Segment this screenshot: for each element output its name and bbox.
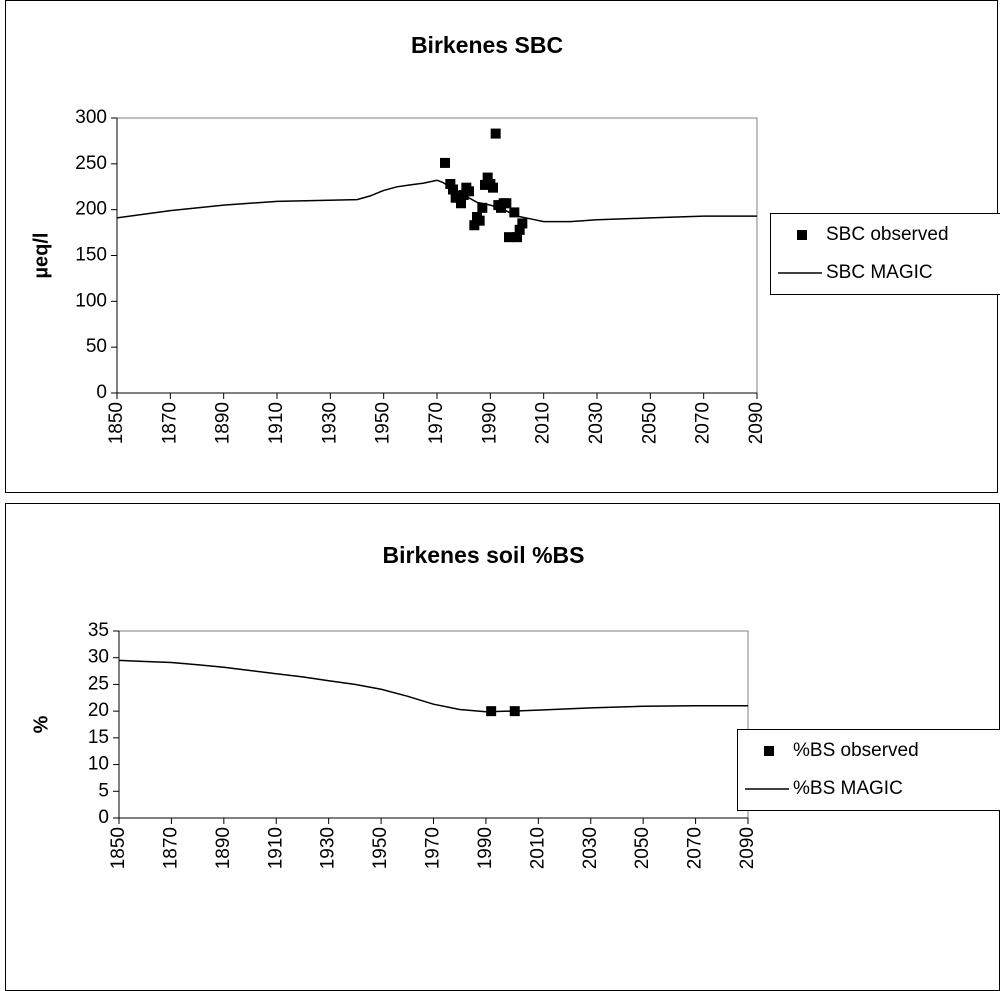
x-tick-label: 1890 (213, 827, 234, 869)
x-tick-label: 1850 (106, 402, 127, 444)
marker (474, 215, 485, 226)
x-tick-label: 1910 (265, 827, 286, 869)
marker (514, 224, 525, 235)
marker (448, 184, 458, 195)
x-tick-label: 2010 (533, 402, 554, 444)
x-tick-label: 1950 (370, 827, 391, 869)
marker (482, 172, 493, 183)
legend-label: SBC observed (826, 224, 949, 245)
x-tick-label: 2070 (693, 402, 714, 444)
x-tick-label: 2030 (580, 827, 601, 869)
legend-label: %BS MAGIC (793, 778, 903, 799)
x-tick-label: 1950 (373, 402, 394, 444)
legend-marker (797, 230, 807, 240)
x-tick-label: 1970 (423, 827, 444, 869)
x-tick-label: 2050 (639, 402, 660, 444)
y-tick-label: 250 (75, 153, 107, 174)
legend-box (770, 213, 1000, 295)
x-tick-label: 1990 (475, 827, 496, 869)
series-line (116, 179, 757, 223)
marker (450, 192, 461, 203)
marker (440, 157, 450, 168)
marker (509, 207, 520, 218)
legend-box (737, 729, 1000, 811)
y-tick-label: 10 (88, 754, 109, 775)
y-tick-label: 150 (75, 245, 107, 266)
marker (501, 198, 512, 209)
x-tick-label: 2070 (685, 827, 706, 869)
chart-title: Birkenes soil %BS (383, 542, 585, 568)
marker (456, 198, 466, 209)
y-tick-label: 50 (86, 336, 107, 357)
marker (477, 202, 488, 213)
x-tick-label: 2030 (586, 402, 607, 444)
marker (445, 179, 456, 189)
y-tick-label: 300 (75, 107, 107, 128)
x-tick-label: 1890 (213, 402, 234, 444)
x-tick-label: 1910 (266, 402, 287, 444)
x-tick-label: 1990 (479, 402, 500, 444)
y-tick-label: 35 (88, 620, 109, 641)
marker (480, 179, 490, 190)
y-tick-label: 0 (96, 382, 107, 403)
x-tick-label: 1870 (159, 402, 180, 444)
x-tick-label: 1850 (108, 827, 129, 869)
marker (490, 128, 501, 139)
y-tick-label: 5 (98, 780, 109, 801)
x-tick-label: 2090 (746, 402, 767, 444)
x-tick-label: 1970 (426, 402, 447, 444)
marker (517, 218, 528, 229)
y-axis-label: µeq/l (30, 233, 52, 279)
x-tick-label: 1870 (160, 827, 181, 869)
legend-label: SBC MAGIC (826, 262, 933, 283)
x-tick-label: 2010 (527, 827, 548, 869)
marker (504, 232, 514, 243)
marker (512, 232, 522, 243)
x-tick-label: 2090 (737, 827, 758, 869)
y-tick-label: 0 (98, 807, 109, 828)
y-tick-label: 25 (88, 673, 109, 694)
x-tick-label: 1930 (319, 402, 340, 444)
y-tick-label: 15 (88, 727, 109, 748)
series-line (118, 659, 748, 713)
chart-title: Birkenes SBC (411, 32, 563, 58)
y-tick-label: 200 (75, 199, 107, 220)
marker (469, 220, 480, 231)
y-tick-label: 20 (88, 700, 109, 721)
y-tick-label: 30 (88, 647, 109, 668)
x-tick-label: 1930 (318, 827, 339, 869)
y-axis-label: % (30, 715, 52, 733)
marker (488, 182, 498, 193)
y-tick-label: 100 (75, 290, 107, 311)
legend-label: %BS observed (793, 740, 919, 761)
marker (464, 186, 474, 197)
legend-marker (764, 746, 774, 756)
x-tick-label: 2050 (632, 827, 653, 869)
